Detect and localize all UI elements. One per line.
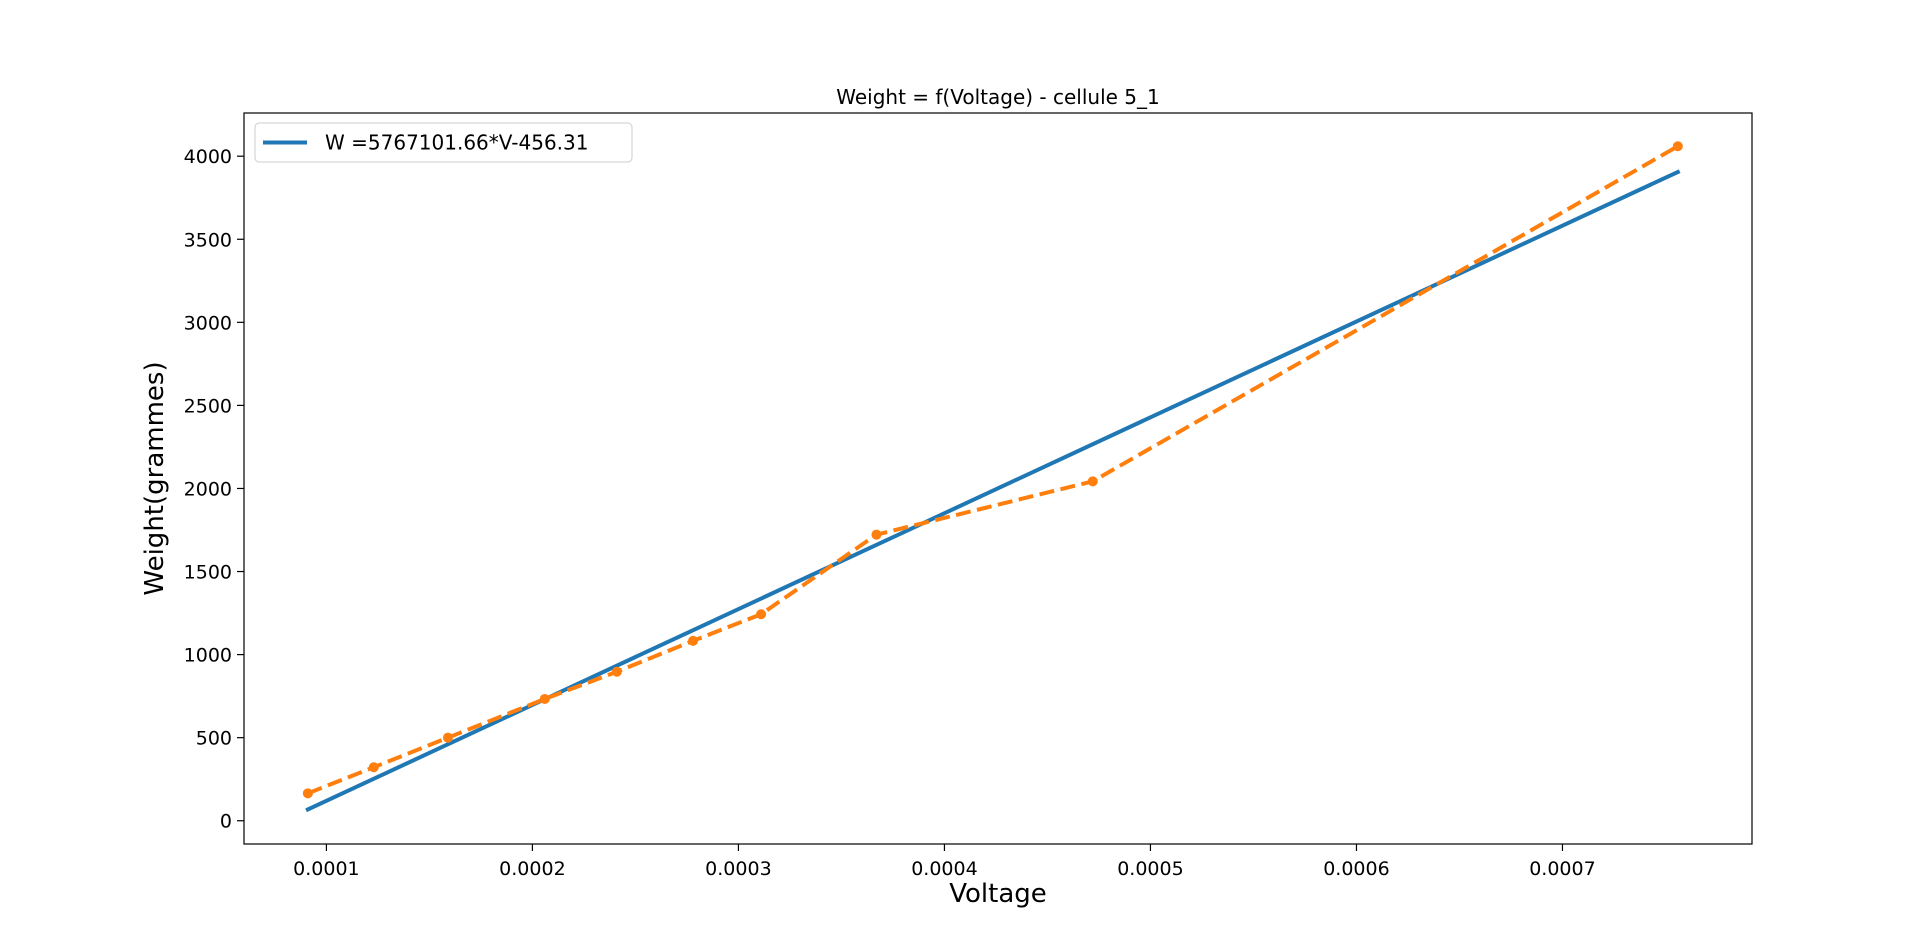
x-tick-label: 0.0001 bbox=[293, 858, 359, 880]
plot-frame bbox=[243, 112, 1753, 845]
legend: W =5767101.66*V-456.31 bbox=[254, 122, 633, 163]
legend-box bbox=[254, 122, 633, 163]
x-tick-label: 0.0007 bbox=[1529, 858, 1595, 880]
measured-point bbox=[302, 788, 313, 799]
measured-point bbox=[611, 666, 622, 677]
measured-point bbox=[442, 732, 453, 743]
measured-point bbox=[756, 609, 767, 620]
plot-area bbox=[302, 141, 1683, 813]
measured-point bbox=[871, 529, 882, 540]
axes: 0.0001 0.0002 0.0003 0.0004 0.0005 0.0006 0.00… bbox=[184, 146, 1596, 880]
measured-point bbox=[368, 762, 379, 773]
measured-point bbox=[1087, 476, 1098, 487]
y-tick-label: 2000 bbox=[184, 478, 232, 500]
x-tick-label: 0.0005 bbox=[1117, 858, 1183, 880]
y-tick-label: 2500 bbox=[184, 395, 232, 417]
x-tick-label: 0.0002 bbox=[499, 858, 565, 880]
y-tick-label: 1500 bbox=[184, 562, 232, 584]
x-axis-title: Voltage bbox=[949, 879, 1047, 909]
measured-point bbox=[688, 635, 699, 646]
measured-point bbox=[539, 693, 550, 704]
x-tick-label: 0.0004 bbox=[911, 858, 977, 880]
y-tick-label: 4000 bbox=[184, 146, 232, 168]
y-tick-label: 3000 bbox=[184, 312, 232, 334]
y-axis-title: Weight(grammes) bbox=[140, 361, 170, 595]
y-tick-label: 0 bbox=[220, 811, 232, 833]
y-tick-label: 1000 bbox=[184, 645, 232, 667]
x-tick-label: 0.0006 bbox=[1323, 858, 1389, 880]
x-tick-label: 0.0003 bbox=[705, 858, 771, 880]
chart-title: Weight = f(Voltage) - cellule 5_1 bbox=[836, 85, 1160, 109]
measured-point bbox=[1672, 141, 1683, 152]
y-tick-label: 3500 bbox=[184, 229, 232, 251]
y-tick-label: 500 bbox=[196, 728, 232, 750]
measured-series-line bbox=[307, 144, 1679, 796]
legend-label: W =5767101.66*V-456.31 bbox=[325, 131, 588, 155]
